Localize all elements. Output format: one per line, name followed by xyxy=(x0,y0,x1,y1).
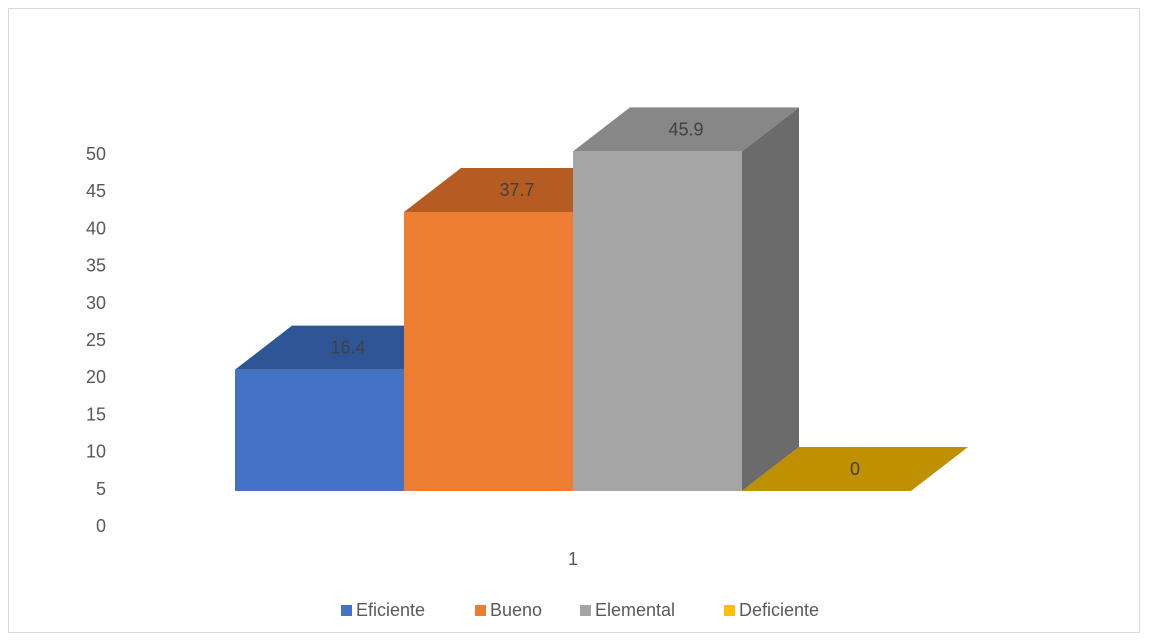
y-tick-label: 45 xyxy=(86,181,106,201)
legend-swatch xyxy=(475,605,486,616)
bar-side xyxy=(742,107,799,491)
legend-label: Deficiente xyxy=(739,600,819,620)
legend-swatch xyxy=(580,605,591,616)
bar-front xyxy=(404,212,573,491)
x-tick-label: 1 xyxy=(568,549,578,569)
legend-label: Bueno xyxy=(490,600,542,620)
data-label: 16.4 xyxy=(330,338,365,358)
labels-layer: 16.4 37.7 45.9 0 xyxy=(330,119,860,479)
legend-swatch xyxy=(724,605,735,616)
y-tick-label: 25 xyxy=(86,330,106,350)
bars-layer xyxy=(235,107,968,491)
data-label: 37.7 xyxy=(499,180,534,200)
x-axis: 1 xyxy=(568,549,578,569)
y-tick-label: 40 xyxy=(86,218,106,238)
y-axis: 0 5 10 15 20 25 30 35 40 45 50 xyxy=(86,144,106,536)
bar-elemental xyxy=(573,107,799,491)
bar-deficiente xyxy=(742,447,968,491)
y-tick-label: 0 xyxy=(96,516,106,536)
bar-top xyxy=(573,107,799,152)
legend-item-eficiente: Eficiente xyxy=(341,600,425,620)
y-tick-label: 50 xyxy=(86,144,106,164)
bar-front xyxy=(573,151,742,491)
bar-front xyxy=(235,369,404,491)
y-tick-label: 35 xyxy=(86,256,106,276)
data-label: 45.9 xyxy=(668,119,703,139)
legend-label: Eficiente xyxy=(356,600,425,620)
y-tick-label: 20 xyxy=(86,367,106,387)
legend-item-deficiente: Deficiente xyxy=(724,600,819,620)
y-tick-label: 5 xyxy=(96,479,106,499)
legend: Eficiente Bueno Elemental Deficiente xyxy=(341,600,819,620)
legend-item-elemental: Elemental xyxy=(580,600,675,620)
y-tick-label: 30 xyxy=(86,293,106,313)
bar-top xyxy=(742,447,968,491)
y-tick-label: 10 xyxy=(86,442,106,462)
legend-swatch xyxy=(341,605,352,616)
y-tick-label: 15 xyxy=(86,404,106,424)
legend-label: Elemental xyxy=(595,600,675,620)
data-label: 0 xyxy=(850,459,860,479)
legend-item-bueno: Bueno xyxy=(475,600,542,620)
